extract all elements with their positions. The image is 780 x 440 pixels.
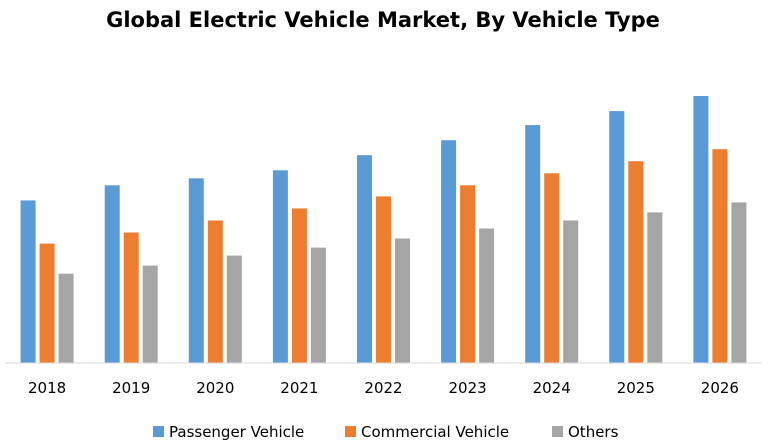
- legend-swatch-others: [552, 426, 563, 437]
- bar-passenger-vehicle-2019: [104, 185, 120, 363]
- bar-passenger-vehicle-2021: [272, 170, 288, 363]
- x-tick-labels: 2018 2019 2020 2021 2022 2023 2024 2025 2026: [28, 379, 739, 397]
- legend: Passenger Vehicle Commercial Vehicle Other…: [153, 423, 619, 440]
- legend-label-passenger-vehicle: Passenger Vehicle: [169, 423, 304, 440]
- bar-commercial-vehicle-2018: [39, 243, 55, 363]
- x-tick-label-2024: 2024: [533, 379, 571, 397]
- bar-passenger-vehicle-2020: [188, 178, 204, 363]
- bar-commercial-vehicle-2024: [544, 173, 560, 363]
- bar-passenger-vehicle-2026: [693, 96, 709, 363]
- bar-others-2023: [479, 228, 495, 363]
- x-tick-label-2026: 2026: [701, 379, 739, 397]
- x-tick-label-2020: 2020: [196, 379, 234, 397]
- x-tick-label-2019: 2019: [112, 379, 150, 397]
- bar-others-2021: [310, 247, 326, 363]
- bar-others-2024: [563, 220, 579, 363]
- bar-others-2025: [647, 212, 663, 363]
- bar-commercial-vehicle-2022: [376, 196, 391, 363]
- bar-passenger-vehicle-2023: [441, 140, 457, 363]
- bar-others-2026: [731, 202, 747, 363]
- bar-passenger-vehicle-2022: [357, 155, 372, 363]
- legend-swatch-passenger-vehicle: [153, 426, 164, 437]
- legend-label-commercial-vehicle: Commercial Vehicle: [361, 423, 509, 440]
- bar-others-2022: [395, 238, 410, 363]
- x-tick-label-2023: 2023: [449, 379, 487, 397]
- bar-commercial-vehicle-2023: [460, 185, 476, 363]
- x-tick-label-2025: 2025: [617, 379, 655, 397]
- bar-commercial-vehicle-2020: [207, 220, 223, 363]
- x-tick-label-2021: 2021: [280, 379, 318, 397]
- bar-others-2020: [226, 255, 242, 363]
- bar-commercial-vehicle-2026: [712, 149, 728, 363]
- bar-others-2019: [142, 265, 158, 363]
- chart-title: Global Electric Vehicle Market, By Vehic…: [106, 8, 660, 32]
- bar-others-2018: [58, 273, 74, 363]
- bar-passenger-vehicle-2018: [20, 200, 36, 363]
- bars-layer: [20, 96, 747, 363]
- x-tick-label-2018: 2018: [28, 379, 66, 397]
- bar-commercial-vehicle-2021: [291, 208, 307, 363]
- bar-passenger-vehicle-2024: [525, 125, 541, 363]
- legend-label-others: Others: [568, 423, 619, 440]
- x-tick-label-2022: 2022: [364, 379, 402, 397]
- bar-passenger-vehicle-2025: [609, 111, 625, 363]
- bar-commercial-vehicle-2025: [628, 161, 644, 363]
- bar-commercial-vehicle-2019: [123, 232, 139, 363]
- legend-swatch-commercial-vehicle: [345, 426, 356, 437]
